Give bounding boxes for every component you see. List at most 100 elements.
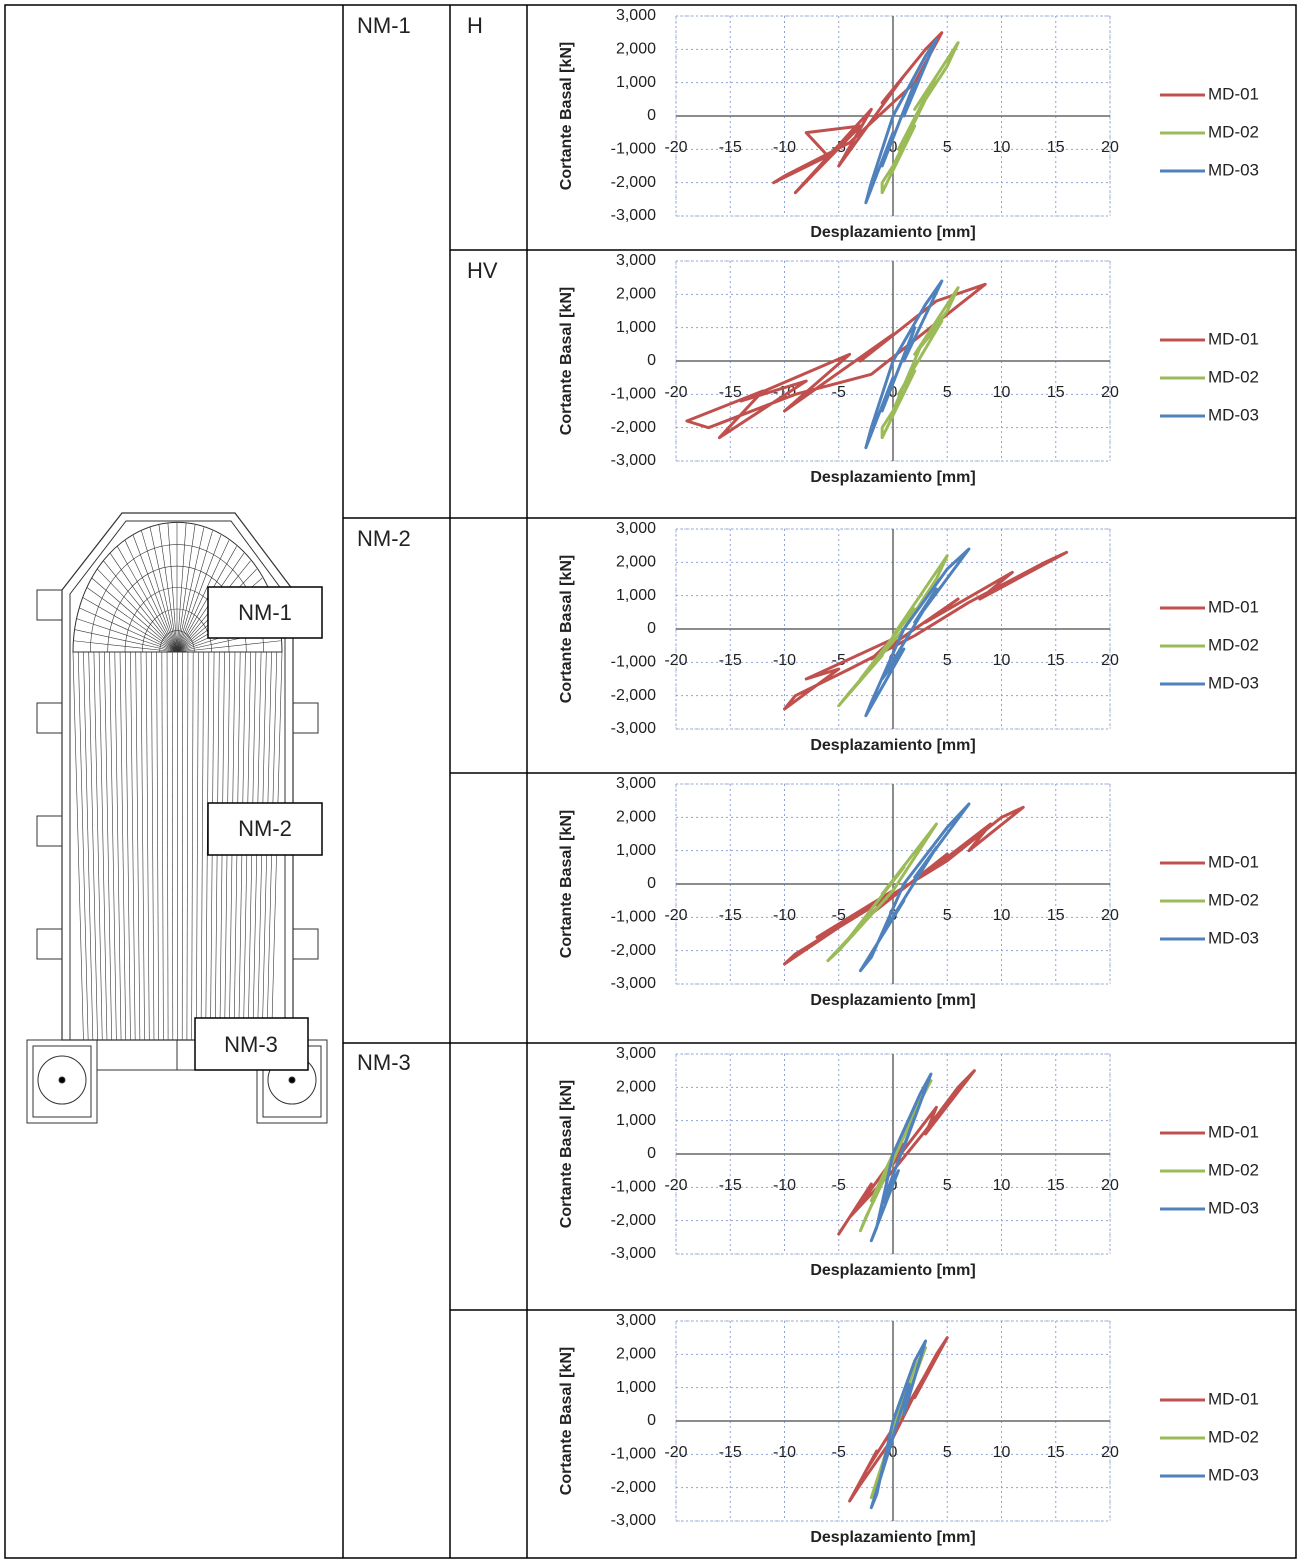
legend-label: MD-01	[1208, 1389, 1259, 1408]
x-tick-label: -10	[773, 1444, 796, 1461]
hysteresis-line	[783, 805, 1025, 966]
x-tick-label: 20	[1101, 139, 1119, 156]
x-tick-label: 15	[1047, 652, 1065, 669]
y-tick-label: 1,000	[616, 1379, 656, 1396]
y-tick-label: 0	[647, 107, 656, 124]
hysteresis-line	[837, 1069, 976, 1236]
y-tick-label: -2,000	[611, 1479, 656, 1496]
y-tick-label: -3,000	[611, 207, 656, 224]
y-tick-label: -1,000	[611, 141, 656, 158]
mesh-line	[124, 651, 131, 1041]
y-axis-title: Cortante Basal [kN]	[558, 287, 575, 435]
x-tick-label: -15	[719, 907, 742, 924]
x-tick-label: -10	[773, 907, 796, 924]
x-tick-label: -15	[719, 1177, 742, 1194]
legend-label: MD-02	[1208, 890, 1259, 909]
mesh-line	[77, 651, 89, 1041]
drawing-labels: NM-1 NM-2 NM-3	[194, 586, 323, 1071]
x-tick-label: -10	[773, 139, 796, 156]
y-tick-label: 1,000	[616, 74, 656, 91]
label-box	[207, 802, 323, 856]
mesh-line	[186, 651, 189, 1041]
mesh-line	[83, 651, 94, 1041]
x-tick-label: 20	[1101, 1444, 1119, 1461]
y-tick-label: 0	[647, 1412, 656, 1429]
y-tick-label: 2,000	[616, 554, 656, 571]
y-tick-label: 2,000	[616, 41, 656, 58]
hysteresis-line	[864, 547, 971, 718]
legend-label: MD-03	[1208, 405, 1259, 424]
mesh-line	[156, 651, 159, 1041]
legend-label: MD-01	[1208, 84, 1259, 103]
x-tick-label: 10	[993, 907, 1011, 924]
legend-label: MD-03	[1208, 673, 1259, 692]
mesh-line	[135, 651, 141, 1041]
x-tick-label: 20	[1101, 1177, 1119, 1194]
x-tick-label: -15	[719, 652, 742, 669]
x-tick-label: 5	[943, 652, 952, 669]
y-tick-label: 3,000	[616, 252, 656, 269]
x-tick-label: 20	[1101, 384, 1119, 401]
mesh-line	[191, 651, 194, 1041]
x-axis-title: Desplazamiento [mm]	[810, 992, 975, 1009]
y-axis-title: Cortante Basal [kN]	[558, 42, 575, 190]
y-tick-label: 1,000	[616, 842, 656, 859]
mesh-line	[196, 651, 199, 1041]
x-tick-label: -15	[719, 384, 742, 401]
x-tick-label: 15	[1047, 907, 1065, 924]
legend-label: MD-01	[1208, 329, 1259, 348]
x-tick-label: -20	[664, 907, 687, 924]
y-tick-label: -2,000	[611, 174, 656, 191]
mesh-line	[98, 651, 108, 1041]
x-tick-label: 20	[1101, 907, 1119, 924]
x-tick-label: -20	[664, 384, 687, 401]
legend-label: MD-03	[1208, 160, 1259, 179]
legend-label: MD-02	[1208, 122, 1259, 141]
x-tick-label: -20	[664, 1444, 687, 1461]
hysteresis-line	[783, 550, 1069, 711]
y-tick-label: -1,000	[611, 386, 656, 403]
row-label: NM-1	[357, 13, 411, 38]
legend-label: MD-01	[1208, 852, 1259, 871]
mesh-line	[166, 651, 169, 1041]
x-tick-label: -20	[664, 652, 687, 669]
x-axis-title: Desplazamiento [mm]	[810, 737, 975, 754]
legend-label: MD-03	[1208, 1198, 1259, 1217]
hysteresis-line	[869, 1072, 933, 1243]
x-tick-label: -10	[773, 1177, 796, 1194]
mesh-line	[171, 651, 174, 1041]
case-label: H	[467, 13, 483, 38]
mesh-line	[151, 651, 155, 1041]
row-label: NM-2	[357, 526, 411, 551]
legend-label: MD-03	[1208, 928, 1259, 947]
y-tick-label: 0	[647, 620, 656, 637]
hysteresis-line	[685, 282, 987, 440]
legend-label: MD-02	[1208, 367, 1259, 386]
x-tick-label: -5	[832, 907, 846, 924]
hysteresis-line	[826, 822, 938, 963]
y-tick-label: 3,000	[616, 520, 656, 537]
x-tick-label: 10	[993, 1177, 1011, 1194]
x-tick-label: -5	[832, 384, 846, 401]
mesh-line	[72, 651, 84, 1041]
mesh-line	[140, 651, 145, 1041]
hysteresis-line	[880, 41, 960, 195]
row-label: NM-3	[357, 1050, 411, 1075]
x-tick-label: 5	[943, 384, 952, 401]
y-tick-label: -2,000	[611, 419, 656, 436]
y-axis-title: Cortante Basal [kN]	[558, 810, 575, 958]
y-tick-label: 1,000	[616, 1112, 656, 1129]
y-tick-label: 2,000	[616, 1346, 656, 1363]
y-tick-label: 1,000	[616, 319, 656, 336]
mesh-line	[161, 651, 164, 1041]
legend-label: MD-02	[1208, 1427, 1259, 1446]
x-tick-label: -15	[719, 139, 742, 156]
y-tick-label: 0	[647, 352, 656, 369]
y-tick-label: -1,000	[611, 1446, 656, 1463]
hysteresis-line	[869, 1339, 928, 1510]
x-tick-label: -5	[832, 1444, 846, 1461]
y-tick-label: -2,000	[611, 942, 656, 959]
mesh-line	[181, 651, 184, 1041]
